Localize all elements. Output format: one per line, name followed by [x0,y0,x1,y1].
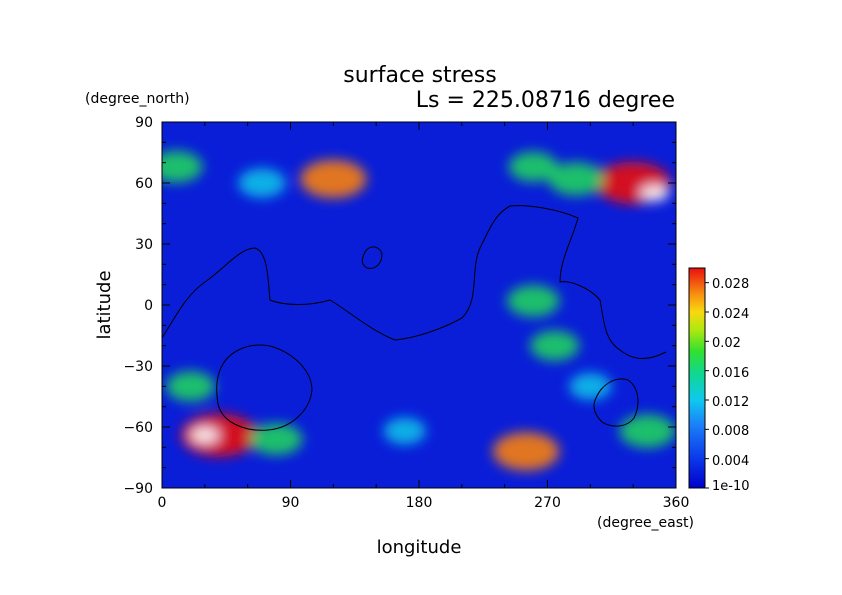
heatmap-cell [619,414,676,448]
colorbar-gradient [688,267,706,489]
heatmap-cell [383,417,426,445]
chart-subtitle: Ls = 225.08716 degree [416,88,675,113]
y-tick-label: −60 [123,420,153,436]
x-tick-label: 360 [663,495,690,511]
outline-small-basin [361,246,383,269]
heatmap-cell [190,427,220,444]
heatmap-cell [492,432,560,471]
heatmap-cell [506,285,560,317]
colorbar-tick-label: 0.016 [712,366,749,381]
y-tick-labels: 90 60 30 0 −30 −60 −90 [123,115,153,497]
heatmap-cell [640,185,669,202]
heatmap-cell [569,372,612,400]
colorbar-tick-label: 0.004 [712,454,749,469]
y-tick-label: 90 [135,115,153,131]
y-unit: (degree_north) [85,91,190,107]
x-tick-label: 0 [158,495,167,511]
colorbar-tick-label: 1e-10 [712,479,750,494]
continent-outlines [161,205,667,431]
heatmap-cell [162,150,203,183]
chart-title: surface stress [343,63,496,88]
x-tick-label: 180 [406,495,433,511]
heatmap-cell [508,151,558,182]
y-tick-label: −90 [123,481,153,497]
x-unit: (degree_east) [597,515,694,531]
x-tick-label: 90 [282,495,300,511]
colorbar-tick-label: 0.028 [712,277,749,292]
y-tick-label: 0 [144,298,153,314]
heatmap-field [162,122,676,488]
heatmap-cell [238,168,286,198]
colorbar-tick-label: 0.02 [712,336,741,351]
y-tick-label: 30 [135,237,153,253]
heatmap-cell [530,330,580,361]
heatmap-cell [548,162,605,196]
colorbar-ticks [705,282,709,489]
heatmap-cell [249,423,303,456]
y-axis-label: latitude [94,270,115,339]
outline-hellas [216,344,313,431]
colorbar: 1e-10 0.004 0.008 0.012 0.016 0.02 0.024… [688,267,750,494]
colorbar-tick-label: 0.008 [712,424,749,439]
outline-argyre [593,378,639,427]
heatmap-cell [300,159,367,199]
heatmap-cell [165,371,216,402]
heatmap-hotspots [162,150,676,471]
colorbar-tick-label: 0.024 [712,307,749,322]
x-axis-label: longitude [377,537,462,558]
x-tick-labels: 0 90 180 270 360 [158,495,690,511]
colorbar-tick-label: 0.012 [712,395,749,410]
outline-tharsis [161,205,667,359]
y-tick-label: −30 [123,359,153,375]
y-tick-label: 60 [135,176,153,192]
x-tick-label: 270 [534,495,561,511]
axis-ticks [161,121,677,489]
